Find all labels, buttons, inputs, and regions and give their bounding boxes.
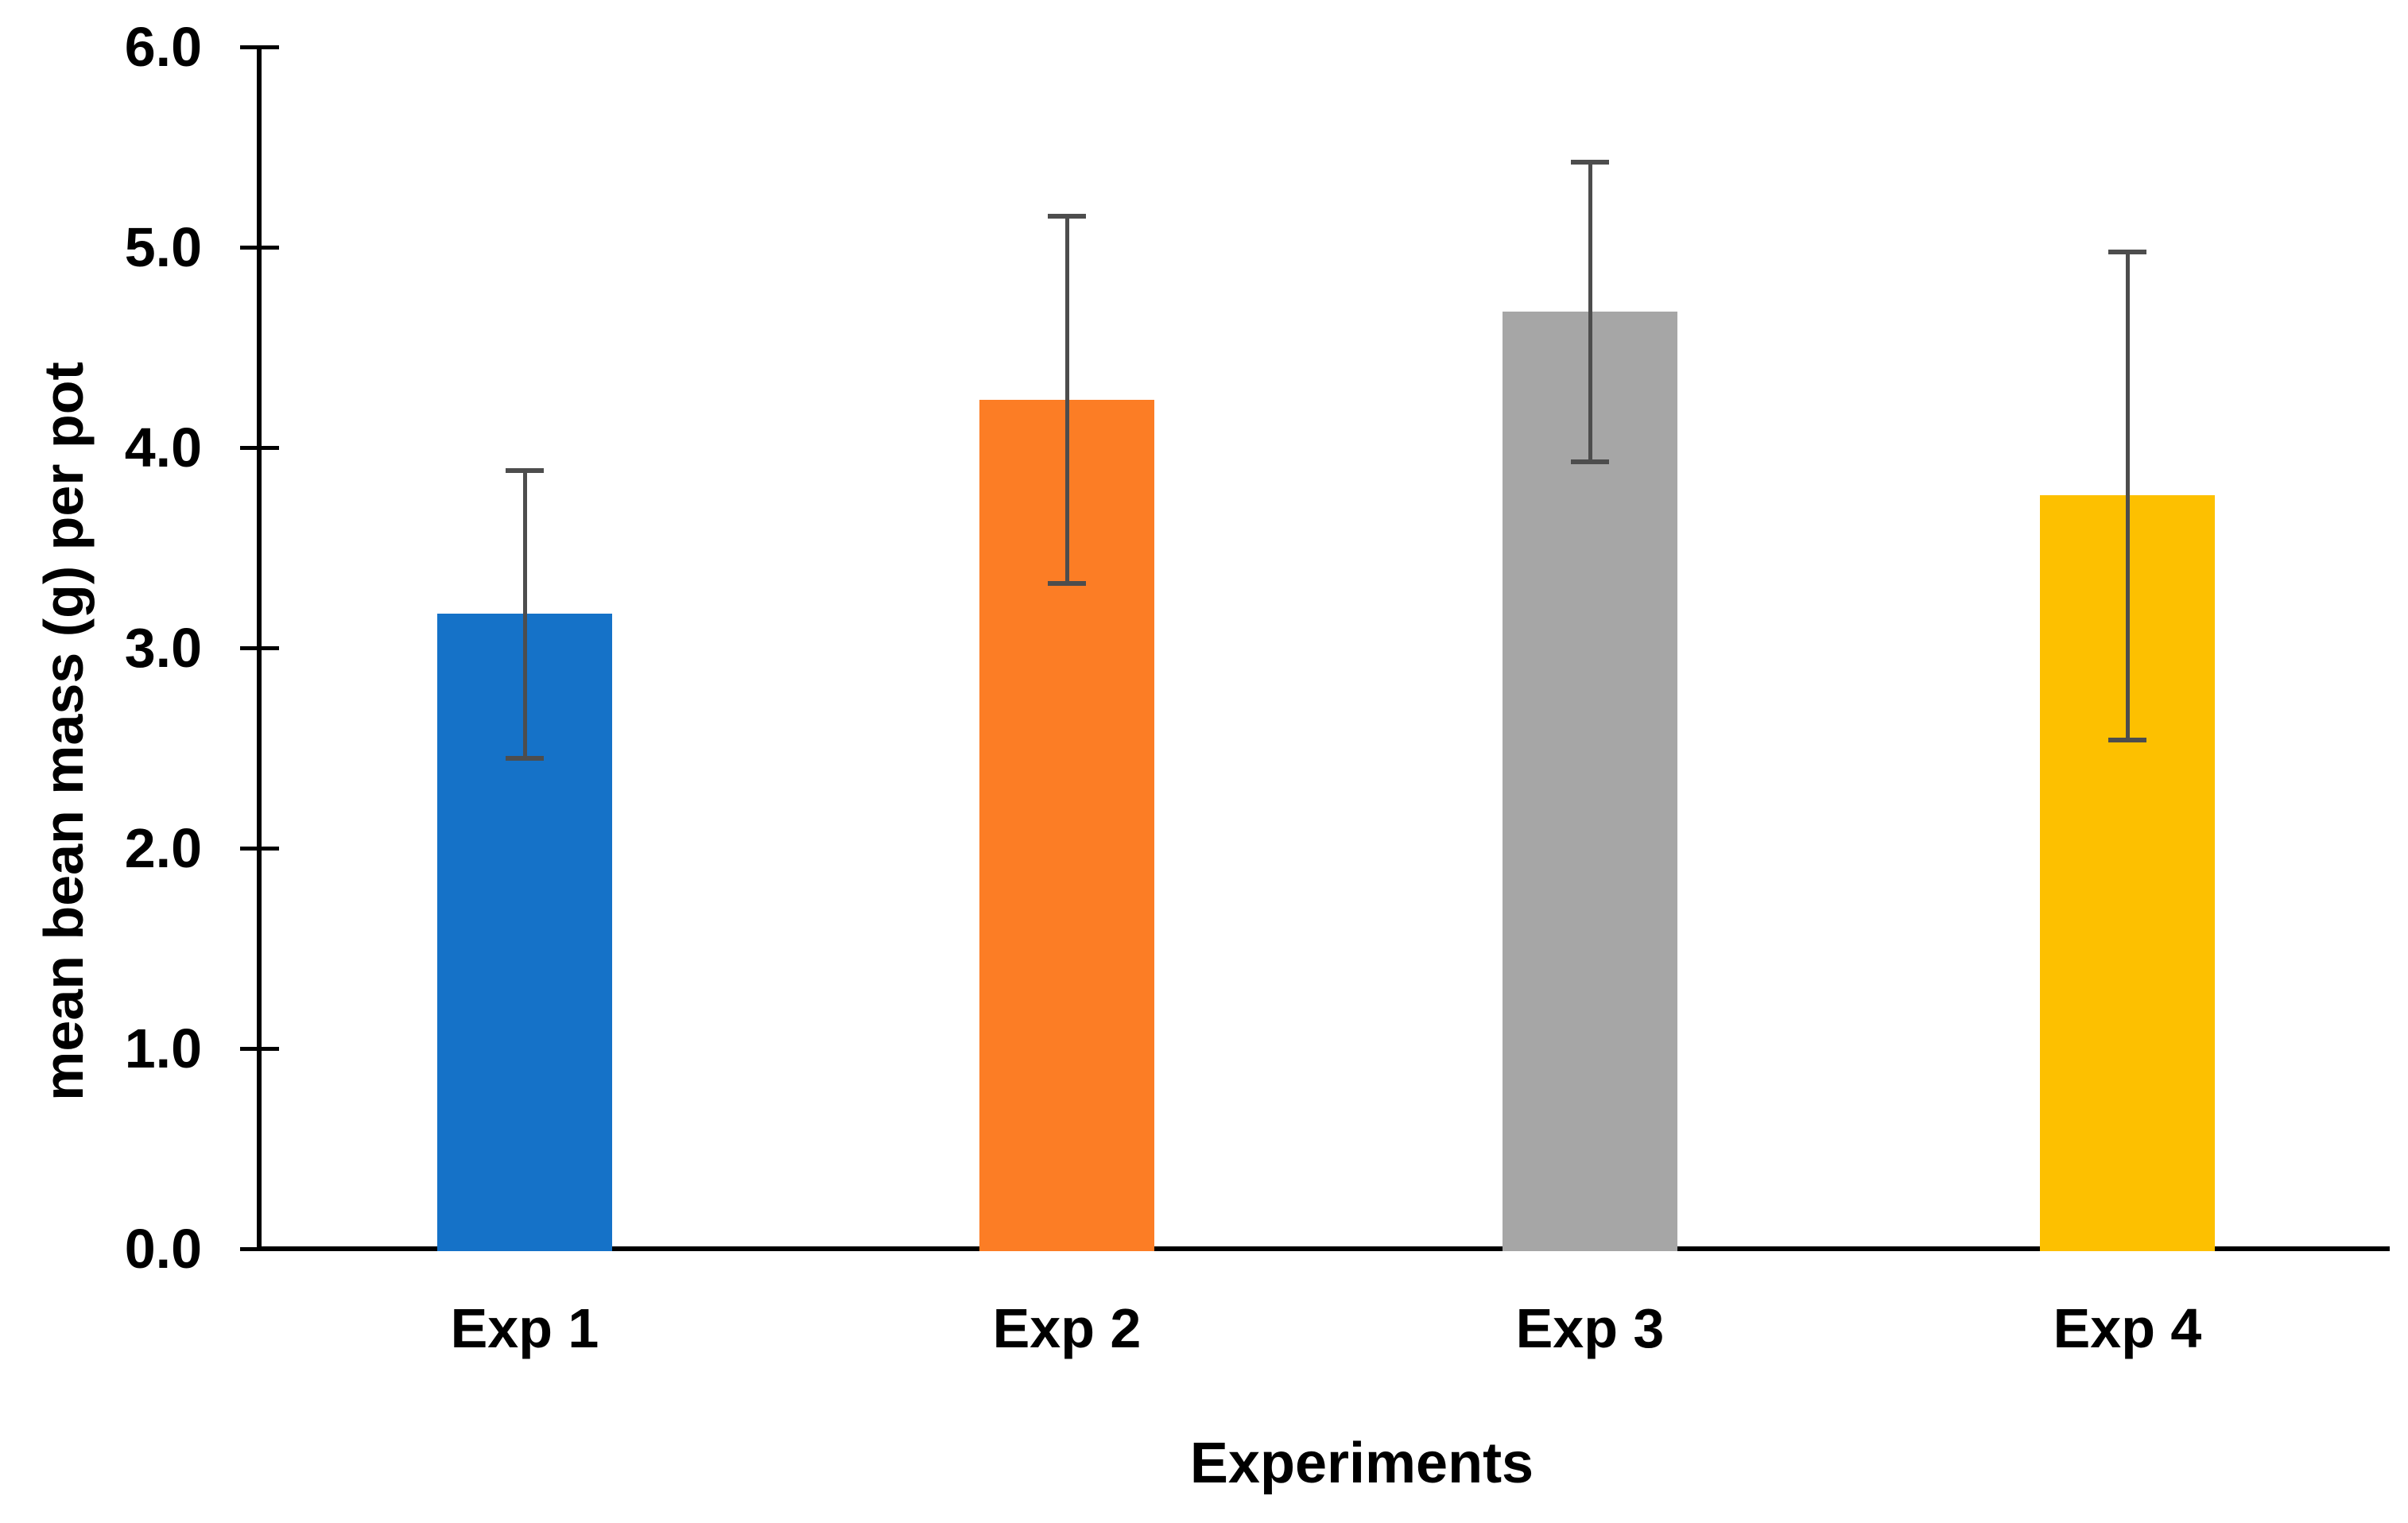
- error-bar-cap-bottom: [1048, 581, 1086, 587]
- error-bar: [1065, 215, 1069, 584]
- x-category-label: Exp 2: [992, 1297, 1142, 1359]
- x-category-label: Exp 4: [2053, 1297, 2202, 1359]
- x-axis-line: [257, 1246, 2390, 1251]
- y-tick: [240, 45, 279, 49]
- error-bar-cap-top: [1571, 159, 1609, 165]
- error-bar-cap-top: [506, 467, 544, 473]
- y-tick-label: 2.0: [124, 817, 202, 879]
- y-tick-label: 5.0: [124, 216, 202, 278]
- error-bar: [2126, 251, 2130, 740]
- error-bar: [523, 469, 527, 758]
- error-bar-cap-bottom: [1571, 459, 1609, 464]
- y-tick: [240, 1047, 279, 1051]
- y-tick: [240, 446, 279, 450]
- error-bar-cap-bottom: [2108, 737, 2146, 742]
- y-tick-label: 6.0: [124, 16, 202, 78]
- error-bar-cap-bottom: [506, 755, 544, 761]
- error-bar-cap-top: [2108, 250, 2146, 255]
- bar-exp-3: [1503, 311, 1677, 1251]
- y-tick: [240, 1247, 279, 1251]
- y-tick-label: 3.0: [124, 617, 202, 679]
- y-tick: [240, 646, 279, 650]
- error-bar: [1588, 161, 1592, 462]
- y-tick-label: 0.0: [124, 1218, 202, 1280]
- x-category-label: Exp 3: [1515, 1297, 1665, 1359]
- y-tick-label: 1.0: [124, 1017, 202, 1079]
- x-category-label: Exp 1: [450, 1297, 599, 1359]
- y-tick-label: 4.0: [124, 417, 202, 479]
- x-axis-title: Experiments: [1189, 1432, 1534, 1495]
- y-tick: [240, 847, 279, 851]
- y-tick: [240, 246, 279, 250]
- error-bar-cap-top: [1048, 213, 1086, 219]
